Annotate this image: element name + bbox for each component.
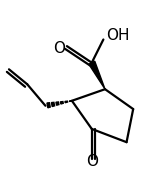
- Polygon shape: [69, 101, 72, 102]
- Polygon shape: [89, 61, 105, 89]
- Polygon shape: [51, 102, 55, 107]
- Text: OH: OH: [106, 28, 129, 43]
- Text: O: O: [53, 41, 65, 56]
- Polygon shape: [60, 102, 63, 104]
- Polygon shape: [56, 102, 59, 105]
- Polygon shape: [65, 101, 68, 103]
- Polygon shape: [47, 103, 50, 108]
- Text: O: O: [86, 154, 98, 169]
